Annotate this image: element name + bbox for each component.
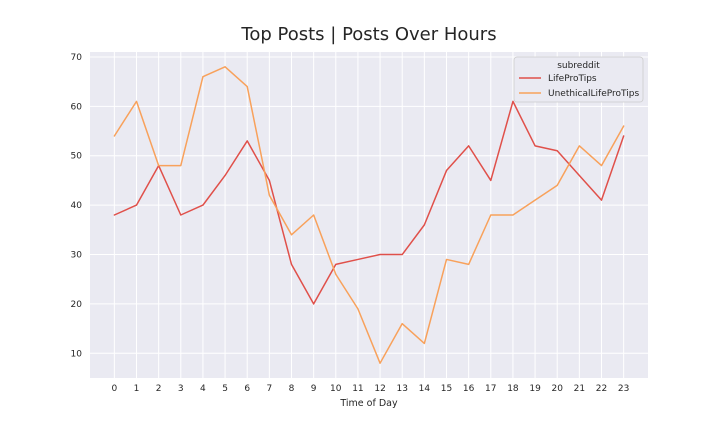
x-tick-label: 22 bbox=[596, 384, 607, 394]
x-tick-label: 21 bbox=[574, 384, 585, 394]
y-tick-label: 20 bbox=[71, 300, 83, 310]
y-tick-label: 10 bbox=[71, 349, 83, 359]
y-tick-label: 30 bbox=[71, 251, 83, 261]
legend-label-lifeprotips: LifeProTips bbox=[548, 74, 597, 84]
x-tick-label: 4 bbox=[200, 384, 206, 394]
x-tick-label: 5 bbox=[222, 384, 228, 394]
x-tick-label: 6 bbox=[244, 384, 250, 394]
y-tick-label: 50 bbox=[71, 152, 83, 162]
x-tick-label: 20 bbox=[551, 384, 563, 394]
x-tick-label: 16 bbox=[463, 384, 475, 394]
x-tick-label: 1 bbox=[134, 384, 140, 394]
x-tick-label: 9 bbox=[311, 384, 317, 394]
chart-title: Top Posts | Posts Over Hours bbox=[240, 24, 496, 45]
series-line-lifeprotips bbox=[113, 100, 625, 305]
legend-label-unethicallifeprotips: UnethicalLifeProTips bbox=[548, 89, 639, 99]
x-tick-label: 0 bbox=[111, 384, 117, 394]
y-tick-label: 70 bbox=[71, 53, 83, 63]
legend-title: subreddit bbox=[557, 61, 600, 71]
x-tick-label: 23 bbox=[618, 384, 629, 394]
x-tick-label: 7 bbox=[266, 384, 272, 394]
x-tick-label: 10 bbox=[330, 384, 342, 394]
x-tick-label: 17 bbox=[485, 384, 496, 394]
x-tick-label: 18 bbox=[507, 384, 519, 394]
x-tick-label: 15 bbox=[441, 384, 452, 394]
x-tick-label: 8 bbox=[289, 384, 295, 394]
legend-box bbox=[513, 56, 644, 103]
x-tick-label: 13 bbox=[396, 384, 407, 394]
tick-labels: 0 1 2 3 4 5 6 7 8 9 10 11 12 13 14 15 16 17 18 19 20 21 22 2310… bbox=[71, 53, 630, 394]
x-tick-label: 12 bbox=[374, 384, 385, 394]
series-line-unethicallifeprotips bbox=[113, 66, 625, 364]
legend: subreddit LifeProTips UnethicalLifeProTi… bbox=[513, 56, 644, 103]
x-axis-label: Time of Day bbox=[339, 398, 398, 409]
x-tick-label: 2 bbox=[156, 384, 162, 394]
y-tick-label: 60 bbox=[71, 102, 83, 112]
x-tick-label: 3 bbox=[178, 384, 184, 394]
x-tick-label: 19 bbox=[529, 384, 541, 394]
x-tick-label: 14 bbox=[419, 384, 431, 394]
x-tick-label: 11 bbox=[352, 384, 363, 394]
y-tick-label: 40 bbox=[71, 201, 83, 211]
series-lines bbox=[113, 66, 625, 364]
